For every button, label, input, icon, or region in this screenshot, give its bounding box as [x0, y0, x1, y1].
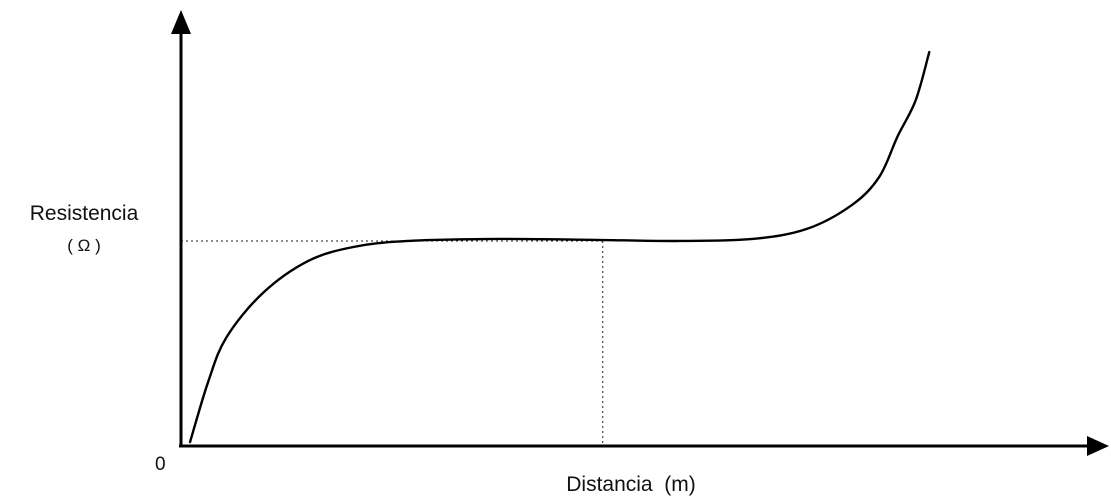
resistance-curve-series-0	[188, 50, 931, 444]
curve-layer	[188, 50, 931, 444]
x-axis-label: Distancia (m)	[566, 473, 696, 496]
origin-label: 0	[155, 454, 166, 475]
y-axis-label-line2: ( Ω )	[67, 236, 100, 255]
x-axis-arrow	[1087, 436, 1109, 456]
reference-lines	[181, 240, 604, 446]
y-axis-label-line1: Resistencia	[30, 202, 139, 225]
y-axis-arrow	[171, 10, 191, 34]
